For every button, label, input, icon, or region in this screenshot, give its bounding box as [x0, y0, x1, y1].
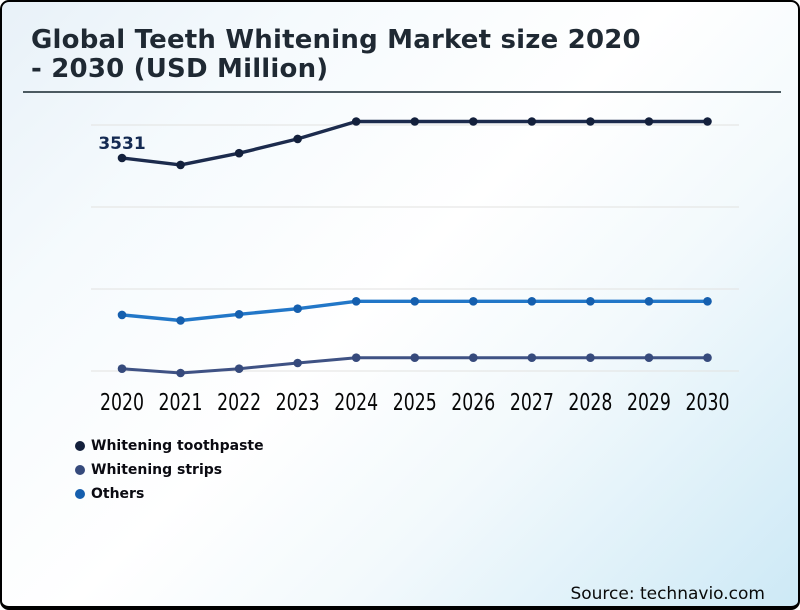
data-point	[410, 117, 420, 126]
data-point	[234, 364, 244, 374]
x-axis-label: 2030	[686, 390, 730, 416]
data-point	[117, 153, 127, 163]
data-point	[176, 316, 185, 325]
data-point	[351, 297, 361, 306]
legend-label: Whitening strips	[91, 461, 223, 478]
data-point	[527, 297, 537, 306]
data-point	[644, 297, 654, 306]
data-point	[351, 353, 361, 363]
data-point	[703, 297, 712, 306]
data-point	[410, 297, 420, 306]
data-point	[293, 304, 302, 314]
source-attribution: Source: technavio.com	[570, 584, 765, 604]
data-point	[703, 117, 712, 126]
legend-item-whitening-strips: Whitening strips	[75, 461, 264, 478]
x-axis-label: 2025	[393, 390, 437, 416]
legend-label: Whitening toothpaste	[91, 437, 264, 454]
title-divider	[23, 91, 781, 93]
data-point	[293, 134, 302, 144]
data-point	[117, 310, 127, 320]
data-point	[586, 297, 595, 306]
data-point	[410, 353, 420, 363]
x-axis-label: 2020	[100, 390, 144, 416]
data-point	[586, 117, 595, 126]
data-point	[351, 117, 361, 126]
chart-legend: Whitening toothpaste Whitening strips Ot…	[75, 438, 264, 510]
chart-title-line-2: - 2030 (USD Million)	[31, 54, 329, 84]
data-point	[527, 117, 537, 126]
data-point	[469, 117, 478, 126]
x-axis-label: 2027	[510, 390, 554, 416]
data-point	[176, 368, 185, 378]
x-axis-label: 2023	[276, 390, 320, 416]
legend-item-others: Others	[75, 485, 264, 502]
legend-bullet-icon	[75, 464, 85, 475]
chart-title: Global Teeth Whitening Market size 2020 …	[31, 26, 751, 84]
x-axis-label: 2026	[451, 390, 495, 416]
data-point	[234, 310, 244, 319]
data-point	[644, 353, 654, 363]
data-point	[293, 358, 302, 368]
data-point	[176, 160, 185, 170]
data-point	[586, 353, 595, 363]
legend-item-whitening-toothpaste: Whitening toothpaste	[75, 437, 264, 454]
data-point	[469, 353, 478, 363]
x-axis-label: 2029	[627, 390, 671, 416]
legend-bullet-icon	[75, 488, 85, 499]
series-line-whitening-toothpaste	[120, 119, 710, 167]
x-axis-label: 2021	[159, 390, 203, 416]
data-point	[117, 364, 127, 374]
x-axis-label: 2024	[334, 390, 378, 416]
data-point	[527, 353, 537, 363]
value-label: 3531	[98, 134, 145, 154]
legend-bullet-icon	[75, 440, 85, 451]
x-axis-label: 2022	[217, 390, 261, 416]
data-point	[703, 353, 712, 363]
data-point	[644, 117, 654, 126]
legend-label: Others	[91, 485, 145, 502]
data-point	[469, 297, 478, 306]
data-point	[234, 148, 244, 158]
x-axis-label: 2028	[568, 390, 612, 416]
chart-title-line-1: Global Teeth Whitening Market size 2020	[31, 25, 641, 55]
